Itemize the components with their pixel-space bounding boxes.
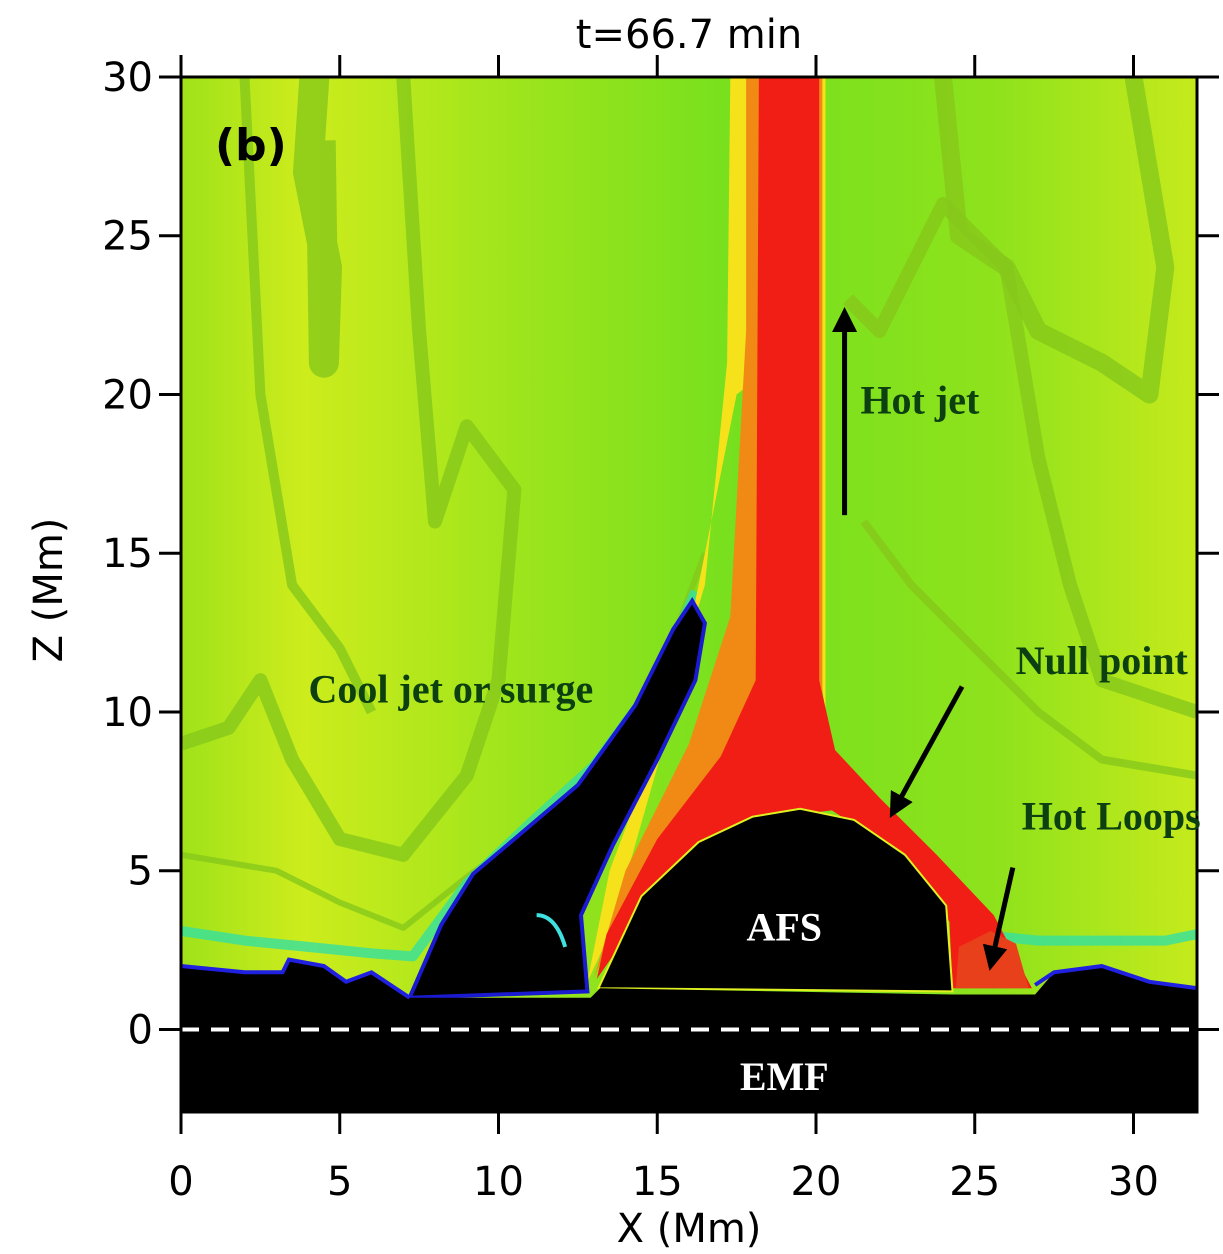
contour-band bbox=[974, 929, 1197, 946]
x-tick-label: 15 bbox=[632, 1159, 683, 1205]
surge bbox=[406, 596, 707, 1000]
x-tick-label: 25 bbox=[949, 1159, 1000, 1205]
y-tick-label: 10 bbox=[102, 690, 153, 736]
x-tick-label: 20 bbox=[791, 1159, 842, 1205]
contour-band bbox=[293, 77, 342, 378]
arrow bbox=[982, 866, 1016, 971]
x-tick-label: 30 bbox=[1108, 1159, 1159, 1205]
y-tick-label: 20 bbox=[102, 372, 153, 418]
annotation: Null point bbox=[1016, 638, 1189, 683]
cyan-filament bbox=[536, 913, 568, 948]
y-tick-label: 15 bbox=[102, 531, 153, 577]
floor bbox=[181, 959, 1197, 1112]
annotation: Hot jet bbox=[860, 378, 980, 423]
field-image bbox=[181, 77, 1197, 1112]
contour-band bbox=[239, 77, 376, 715]
contour-band bbox=[181, 77, 522, 862]
panel-label: (b) bbox=[215, 120, 287, 171]
contour-band bbox=[842, 197, 1197, 719]
y-tick-label: 30 bbox=[102, 55, 153, 101]
y-tick-label: 5 bbox=[128, 849, 153, 895]
plot-frame bbox=[179, 75, 1199, 1114]
annotation: EMF bbox=[740, 1054, 829, 1099]
arrow bbox=[889, 685, 965, 818]
chart-title: t=66.7 min bbox=[576, 12, 802, 58]
annotation: Hot Loops bbox=[1022, 793, 1201, 838]
hot-jet bbox=[596, 77, 1032, 989]
annotation: AFS bbox=[746, 905, 822, 950]
contour-band bbox=[860, 519, 1197, 780]
contour-band bbox=[934, 77, 1175, 404]
x-tick-label: 0 bbox=[168, 1159, 193, 1205]
y-tick-label: 25 bbox=[102, 214, 153, 260]
x-tick-label: 5 bbox=[327, 1159, 352, 1205]
y-tick-label: 0 bbox=[128, 1007, 153, 1053]
x-tick-label: 10 bbox=[473, 1159, 524, 1205]
x-axis-label: X (Mm) bbox=[617, 1206, 762, 1252]
floor-edge bbox=[181, 957, 411, 1000]
annotation: Cool jet or surge bbox=[309, 666, 594, 711]
floor-edge bbox=[1033, 963, 1197, 991]
afs-dome bbox=[596, 807, 954, 993]
y-axis-label: Z (Mm) bbox=[26, 518, 72, 663]
